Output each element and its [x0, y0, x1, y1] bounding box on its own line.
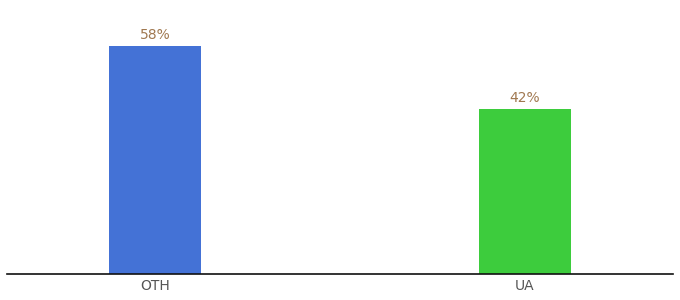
Text: 42%: 42% [510, 91, 541, 105]
Text: 58%: 58% [139, 28, 171, 42]
Bar [479, 109, 571, 274]
Bar [109, 46, 201, 274]
